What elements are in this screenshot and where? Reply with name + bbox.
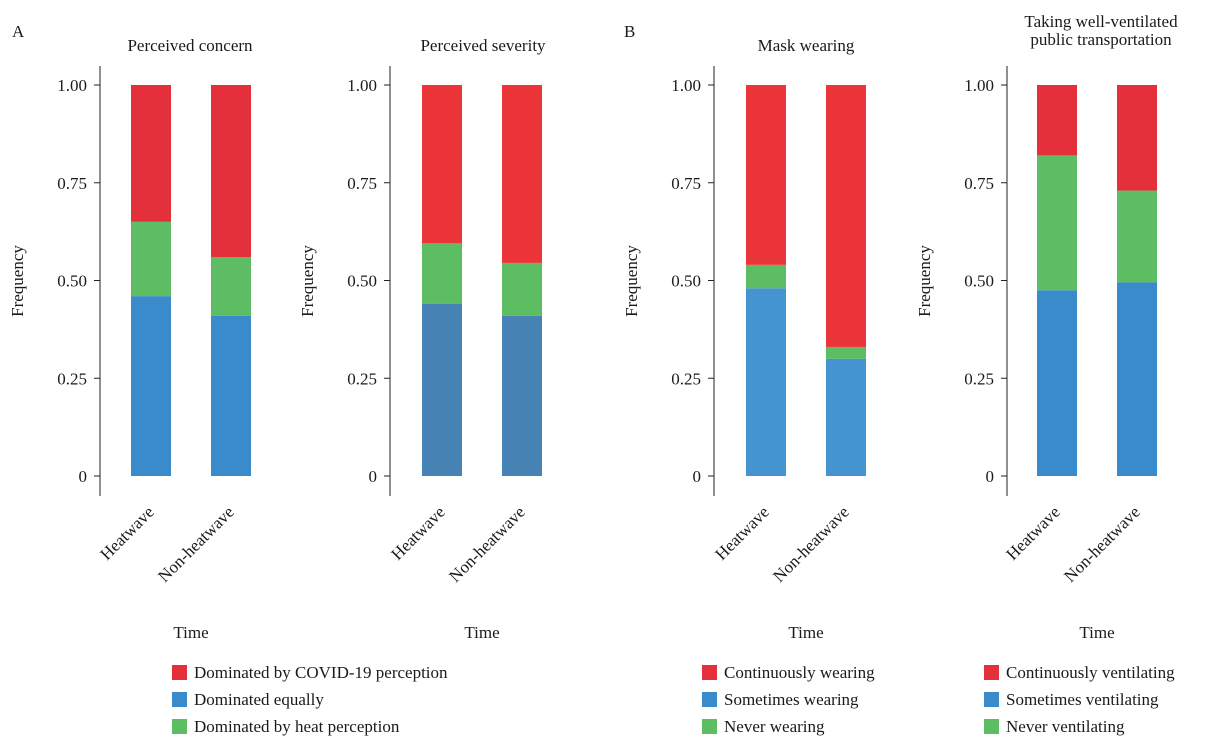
bar-segment <box>422 303 462 476</box>
legend-swatch <box>984 719 999 734</box>
panel-letter-b: B <box>624 22 635 41</box>
y-axis-label: Frequency <box>8 245 27 317</box>
legend-swatch <box>702 665 717 680</box>
bar-segment <box>746 288 786 476</box>
bar-segment <box>826 346 866 359</box>
legend-label: Sometimes ventilating <box>1006 690 1159 709</box>
chart-title: Mask wearing <box>758 36 855 55</box>
y-tick-label: 0 <box>693 467 702 486</box>
y-tick-label: 0.25 <box>964 369 994 388</box>
bar-segment <box>211 257 251 316</box>
chart-title: Perceived severity <box>420 36 546 55</box>
legend-label: Never wearing <box>724 717 825 736</box>
legend-2: Continuously wearing Sometimes wearing Nev… <box>702 663 875 736</box>
x-axis-label: Time <box>173 623 208 642</box>
y-tick-label: 0.75 <box>964 174 994 193</box>
y-tick-label: 0.25 <box>671 369 701 388</box>
bar-segment <box>826 85 866 347</box>
chart-title: Taking well-ventilated <box>1024 12 1178 31</box>
legends: Dominated by COVID-19 perception Dominate… <box>172 663 1175 736</box>
x-axis-label: Time <box>464 623 499 642</box>
y-tick-label: 1.00 <box>671 76 701 95</box>
legend-swatch <box>702 719 717 734</box>
y-tick-label: 0.50 <box>671 272 701 291</box>
bar-segment <box>422 243 462 304</box>
chart-title: Perceived concern <box>127 36 253 55</box>
bar-segment <box>1117 190 1157 283</box>
legend-label: Dominated equally <box>194 690 324 709</box>
bar-segment <box>1117 282 1157 476</box>
bar-segment <box>502 85 542 263</box>
bar-segment <box>502 262 542 316</box>
y-tick-label: 0 <box>986 467 995 486</box>
legend-label: Dominated by heat perception <box>194 717 400 736</box>
y-axis-label: Frequency <box>298 245 317 317</box>
legend-swatch <box>172 719 187 734</box>
x-tick-label: Heatwave <box>387 502 448 563</box>
legend-label: Continuously wearing <box>724 663 875 682</box>
bar-segment <box>131 85 171 222</box>
legend-swatch <box>984 692 999 707</box>
bar-segment <box>746 85 786 265</box>
chart-2: Perceived severity 0 0.25 0.50 0.75 1.00 Frequ… <box>298 36 546 642</box>
chart-title: public transportation <box>1030 30 1172 49</box>
x-tick-label: Non-heatwave <box>445 502 529 586</box>
x-tick-label: Heatwave <box>1002 502 1063 563</box>
bar-segment <box>211 315 251 476</box>
bar-segment <box>502 315 542 476</box>
x-tick-label: Non-heatwave <box>154 502 238 586</box>
bar-segment <box>826 358 866 476</box>
y-tick-label: 0.50 <box>347 272 377 291</box>
legend-1: Dominated by COVID-19 perception Dominate… <box>172 663 448 736</box>
y-tick-label: 0.25 <box>347 369 377 388</box>
x-axis-label: Time <box>788 623 823 642</box>
y-tick-label: 0 <box>369 467 378 486</box>
chart-1: Perceived concern 0 0.25 0.50 0.75 1.00 Freque… <box>8 36 253 642</box>
legend-label: Dominated by COVID-19 perception <box>194 663 448 682</box>
legend-swatch <box>172 665 187 680</box>
bar-segment <box>211 85 251 258</box>
bar-segment <box>746 264 786 289</box>
bar-segment <box>1037 155 1077 291</box>
y-tick-label: 0.50 <box>964 272 994 291</box>
y-tick-label: 0 <box>79 467 88 486</box>
bar-segment <box>131 296 171 476</box>
y-axis-label: Frequency <box>915 245 934 317</box>
legend-label: Continuously ventilating <box>1006 663 1175 682</box>
bar-segment <box>1037 290 1077 476</box>
bar-segment <box>422 85 462 244</box>
y-tick-label: 1.00 <box>964 76 994 95</box>
y-tick-label: 1.00 <box>347 76 377 95</box>
bar-segment <box>1117 85 1157 191</box>
chart-3: Mask wearing 0 0.25 0.50 0.75 1.00 Frequency He… <box>622 36 866 642</box>
legend-swatch <box>172 692 187 707</box>
x-tick-label: Non-heatwave <box>769 502 853 586</box>
legend-label: Never ventilating <box>1006 717 1125 736</box>
charts: Perceived concern 0 0.25 0.50 0.75 1.00 Freque… <box>8 12 1178 642</box>
y-tick-label: 0.50 <box>57 272 87 291</box>
bar-segment <box>1037 85 1077 156</box>
y-axis-label: Frequency <box>622 245 641 317</box>
y-tick-label: 0.75 <box>57 174 87 193</box>
x-axis-label: Time <box>1079 623 1114 642</box>
legend-swatch <box>984 665 999 680</box>
x-tick-label: Heatwave <box>711 502 772 563</box>
legend-3: Continuously ventilating Sometimes ventil… <box>984 663 1175 736</box>
y-tick-label: 0.75 <box>671 174 701 193</box>
panel-letter-a: A <box>12 22 25 41</box>
legend-label: Sometimes wearing <box>724 690 859 709</box>
bar-segment <box>131 221 171 297</box>
y-tick-label: 0.75 <box>347 174 377 193</box>
x-tick-label: Heatwave <box>96 502 157 563</box>
y-tick-label: 0.25 <box>57 369 87 388</box>
x-tick-label: Non-heatwave <box>1060 502 1144 586</box>
y-tick-label: 1.00 <box>57 76 87 95</box>
legend-swatch <box>702 692 717 707</box>
